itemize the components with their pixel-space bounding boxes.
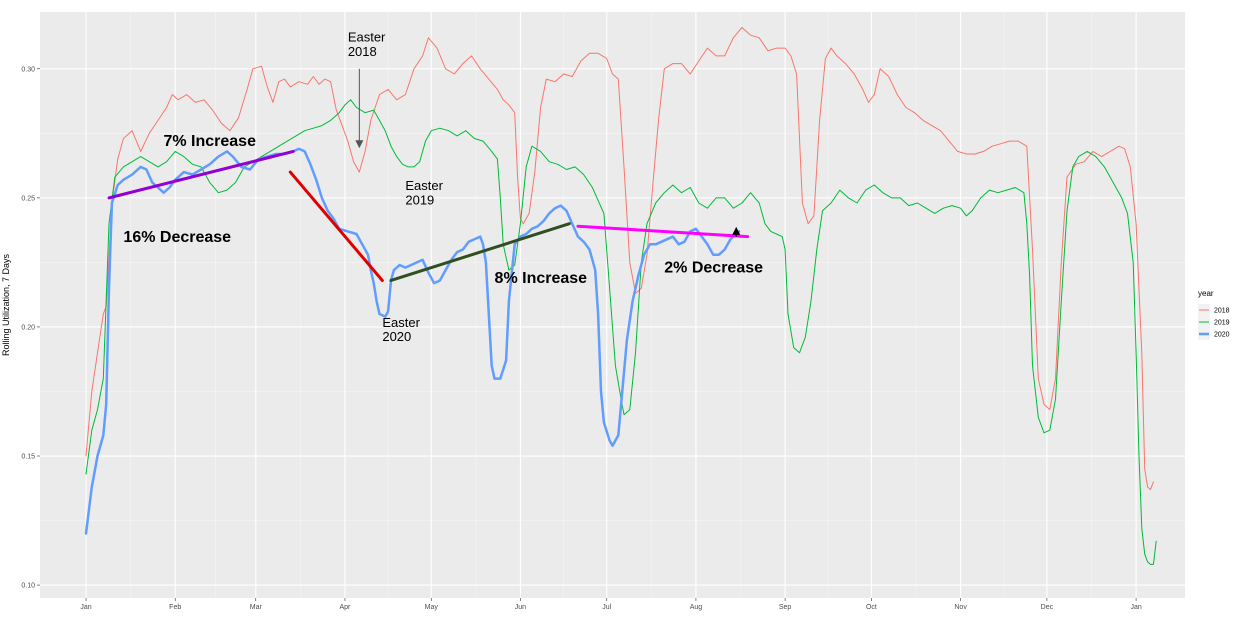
legend-label-2018: 2018 xyxy=(1214,308,1230,315)
annotation-label-7: 2019 xyxy=(405,192,434,207)
x-tick-label-1: Feb xyxy=(169,604,181,611)
annotation-label-1: 16% Decrease xyxy=(123,229,231,246)
y-tick-label-0: 0.10 xyxy=(21,583,35,590)
plot-panel xyxy=(40,12,1185,598)
legend-title: year xyxy=(1198,289,1214,298)
x-tick-label-6: Jul xyxy=(602,604,611,611)
x-tick-label-11: Dec xyxy=(1041,604,1054,611)
series-line-2020 xyxy=(84,147,741,535)
grid-major xyxy=(40,12,1185,598)
annotation-label-4: Easter xyxy=(348,30,386,45)
x-tick-label-12: Jan xyxy=(1130,604,1141,611)
x-tick-label-7: Aug xyxy=(690,604,703,611)
legend-items: 2018 2019 2020 xyxy=(1198,304,1230,340)
x-tick-label-8: Sep xyxy=(779,604,792,611)
y-tick-label-3: 0.25 xyxy=(21,195,35,202)
trend-2pct-decrease xyxy=(576,224,750,239)
x-tick-label-10: Nov xyxy=(954,604,967,611)
x-tick-label-9: Oct xyxy=(866,604,877,611)
x-tick-label-3: Apr xyxy=(339,604,351,611)
y-tick-label-1: 0.15 xyxy=(21,454,35,461)
y-axis: 0.10 0.15 0.20 0.25 0.30 xyxy=(21,66,40,590)
annotation-label-5: 2018 xyxy=(348,44,377,59)
y-tick-label-4: 0.30 xyxy=(21,66,35,73)
annotation-label-8: Easter xyxy=(382,315,420,330)
y-axis-title: Rolling Utilization, 7 Days xyxy=(1,253,11,356)
x-axis: Jan Feb Mar Apr May Jun Jul Aug Sep Oct Nov Dec Jan xyxy=(80,598,1142,611)
x-tick-label-5: Jun xyxy=(515,604,526,611)
legend-label-2020: 2020 xyxy=(1214,332,1230,339)
trend-7pct-increase xyxy=(107,149,295,200)
series-layer xyxy=(84,27,1157,565)
series-line-2019 xyxy=(85,99,1157,565)
grid-minor xyxy=(40,12,1185,598)
annotation-layer: 7% Increase 16% Decrease 8% Increase 2% Dec… xyxy=(107,30,763,344)
trend-16pct-decrease xyxy=(288,170,384,282)
x-tick-label-2: Mar xyxy=(250,604,263,611)
y-tick-label-2: 0.20 xyxy=(21,324,35,331)
annotation-label-3: 2% Decrease xyxy=(664,260,763,277)
legend: year 2018 2019 2020 xyxy=(1198,289,1230,340)
annotation-label-2: 8% Increase xyxy=(495,270,588,287)
x-tick-label-0: Jan xyxy=(80,604,91,611)
annotation-label-6: Easter xyxy=(405,178,443,193)
trend-8pct-increase xyxy=(389,222,571,282)
legend-label-2019: 2019 xyxy=(1214,320,1230,327)
series-line-2018 xyxy=(85,27,1154,491)
x-tick-label-4: May xyxy=(425,604,439,611)
annotation-label-0: 7% Increase xyxy=(163,133,256,150)
annotation-label-9: 2020 xyxy=(382,329,411,344)
